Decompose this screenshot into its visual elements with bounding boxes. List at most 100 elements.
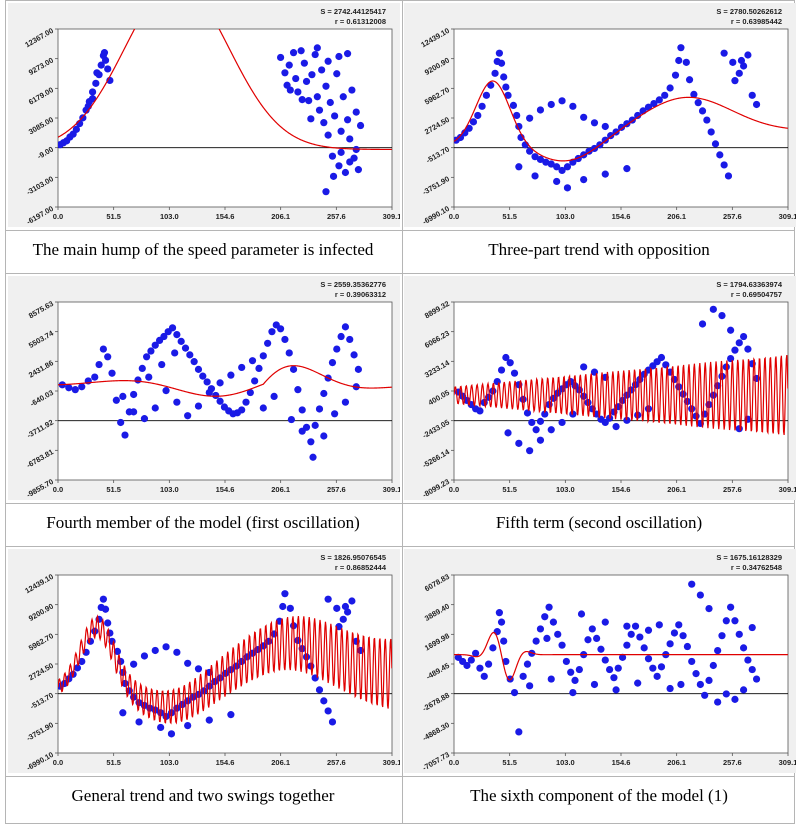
data-point bbox=[88, 88, 97, 96]
y-tick-label: 2724.50 bbox=[27, 661, 55, 682]
data-point bbox=[88, 95, 97, 103]
x-tick-label: 154.6 bbox=[216, 212, 235, 221]
data-point bbox=[716, 151, 724, 159]
data-point bbox=[515, 728, 523, 736]
data-point bbox=[532, 426, 540, 434]
data-point bbox=[72, 125, 80, 133]
data-point bbox=[739, 62, 748, 70]
data-point bbox=[315, 405, 324, 413]
data-point bbox=[138, 364, 146, 373]
data-point bbox=[65, 384, 73, 392]
data-point bbox=[480, 672, 488, 680]
data-point bbox=[305, 96, 313, 105]
data-point bbox=[720, 161, 728, 169]
data-point bbox=[346, 335, 354, 344]
data-point bbox=[531, 153, 539, 161]
data-point bbox=[623, 622, 631, 630]
y-tick-label: -2433.05 bbox=[421, 418, 451, 441]
data-point bbox=[735, 630, 743, 638]
data-point bbox=[536, 155, 545, 164]
data-point bbox=[121, 431, 129, 439]
data-point bbox=[259, 404, 267, 412]
data-point bbox=[320, 119, 328, 127]
data-point bbox=[493, 628, 501, 636]
data-point bbox=[683, 642, 692, 651]
data-point bbox=[119, 392, 127, 401]
data-point bbox=[655, 621, 663, 629]
data-point bbox=[318, 66, 326, 74]
grid-divider-h1 bbox=[6, 230, 794, 231]
data-point bbox=[324, 707, 332, 715]
data-point bbox=[513, 111, 521, 120]
data-point bbox=[607, 132, 615, 140]
data-point bbox=[205, 388, 213, 397]
x-tick-label: 206.1 bbox=[271, 758, 290, 767]
data-point bbox=[610, 674, 618, 682]
data-point bbox=[526, 147, 534, 155]
data-point bbox=[352, 108, 360, 116]
y-tick-label: -4868.30 bbox=[421, 720, 451, 743]
data-point bbox=[714, 698, 722, 706]
data-point bbox=[532, 637, 540, 645]
model-curve bbox=[58, 614, 392, 725]
data-point bbox=[711, 140, 720, 148]
data-point bbox=[350, 351, 358, 359]
data-point bbox=[292, 74, 300, 83]
data-point bbox=[167, 730, 176, 738]
data-point bbox=[78, 657, 86, 666]
data-point bbox=[714, 646, 722, 655]
data-point bbox=[104, 353, 112, 361]
data-point bbox=[341, 323, 350, 331]
data-point bbox=[623, 165, 631, 173]
data-point bbox=[657, 353, 666, 362]
chart-panel-6: S = 1675.16128329 r = 0.34762548 6078.83 38… bbox=[404, 549, 796, 773]
y-tick-label: -2678.88 bbox=[421, 691, 451, 714]
data-point bbox=[549, 618, 558, 626]
y-tick-label: 9200.90 bbox=[423, 56, 451, 77]
data-point bbox=[203, 378, 211, 386]
data-point bbox=[343, 116, 352, 124]
data-point bbox=[543, 634, 551, 642]
data-point bbox=[523, 409, 532, 417]
figure-grid: S = 2742.44125417 r = 0.61312008 12367.00 9… bbox=[5, 0, 796, 824]
data-point bbox=[348, 86, 356, 94]
data-point bbox=[705, 604, 713, 613]
data-point bbox=[675, 56, 683, 65]
data-point bbox=[285, 61, 293, 69]
data-point bbox=[276, 53, 285, 62]
data-point bbox=[670, 375, 679, 384]
data-point bbox=[575, 665, 583, 674]
data-point bbox=[259, 352, 267, 360]
plot-area bbox=[453, 301, 789, 481]
plot-area bbox=[57, 301, 393, 481]
data-point bbox=[333, 604, 341, 612]
data-point bbox=[117, 657, 125, 666]
data-point bbox=[655, 96, 663, 104]
data-point bbox=[547, 675, 555, 683]
plot-area bbox=[453, 28, 789, 208]
grid-divider-vertical bbox=[402, 1, 403, 823]
data-point bbox=[101, 605, 110, 613]
data-point bbox=[692, 670, 700, 678]
chart-panel-1: S = 2742.44125417 r = 0.61312008 12367.00 9… bbox=[8, 3, 400, 227]
data-point bbox=[134, 376, 142, 384]
data-point bbox=[727, 603, 735, 611]
data-point bbox=[346, 135, 354, 143]
data-point bbox=[675, 621, 683, 629]
data-point bbox=[694, 99, 702, 107]
data-point bbox=[99, 595, 107, 603]
data-point bbox=[92, 79, 100, 87]
model-curve bbox=[58, 365, 392, 397]
y-tick-label: -513.70 bbox=[28, 691, 55, 712]
data-point bbox=[553, 163, 561, 171]
data-point bbox=[199, 372, 207, 380]
data-point bbox=[661, 91, 669, 99]
data-point bbox=[688, 405, 696, 413]
data-point bbox=[333, 70, 341, 78]
chart-panel-2: S = 2780.50262612 r = 0.63985442 12439.10 9… bbox=[404, 3, 796, 227]
data-point bbox=[662, 361, 670, 369]
data-point bbox=[612, 686, 620, 694]
data-point bbox=[335, 52, 343, 61]
